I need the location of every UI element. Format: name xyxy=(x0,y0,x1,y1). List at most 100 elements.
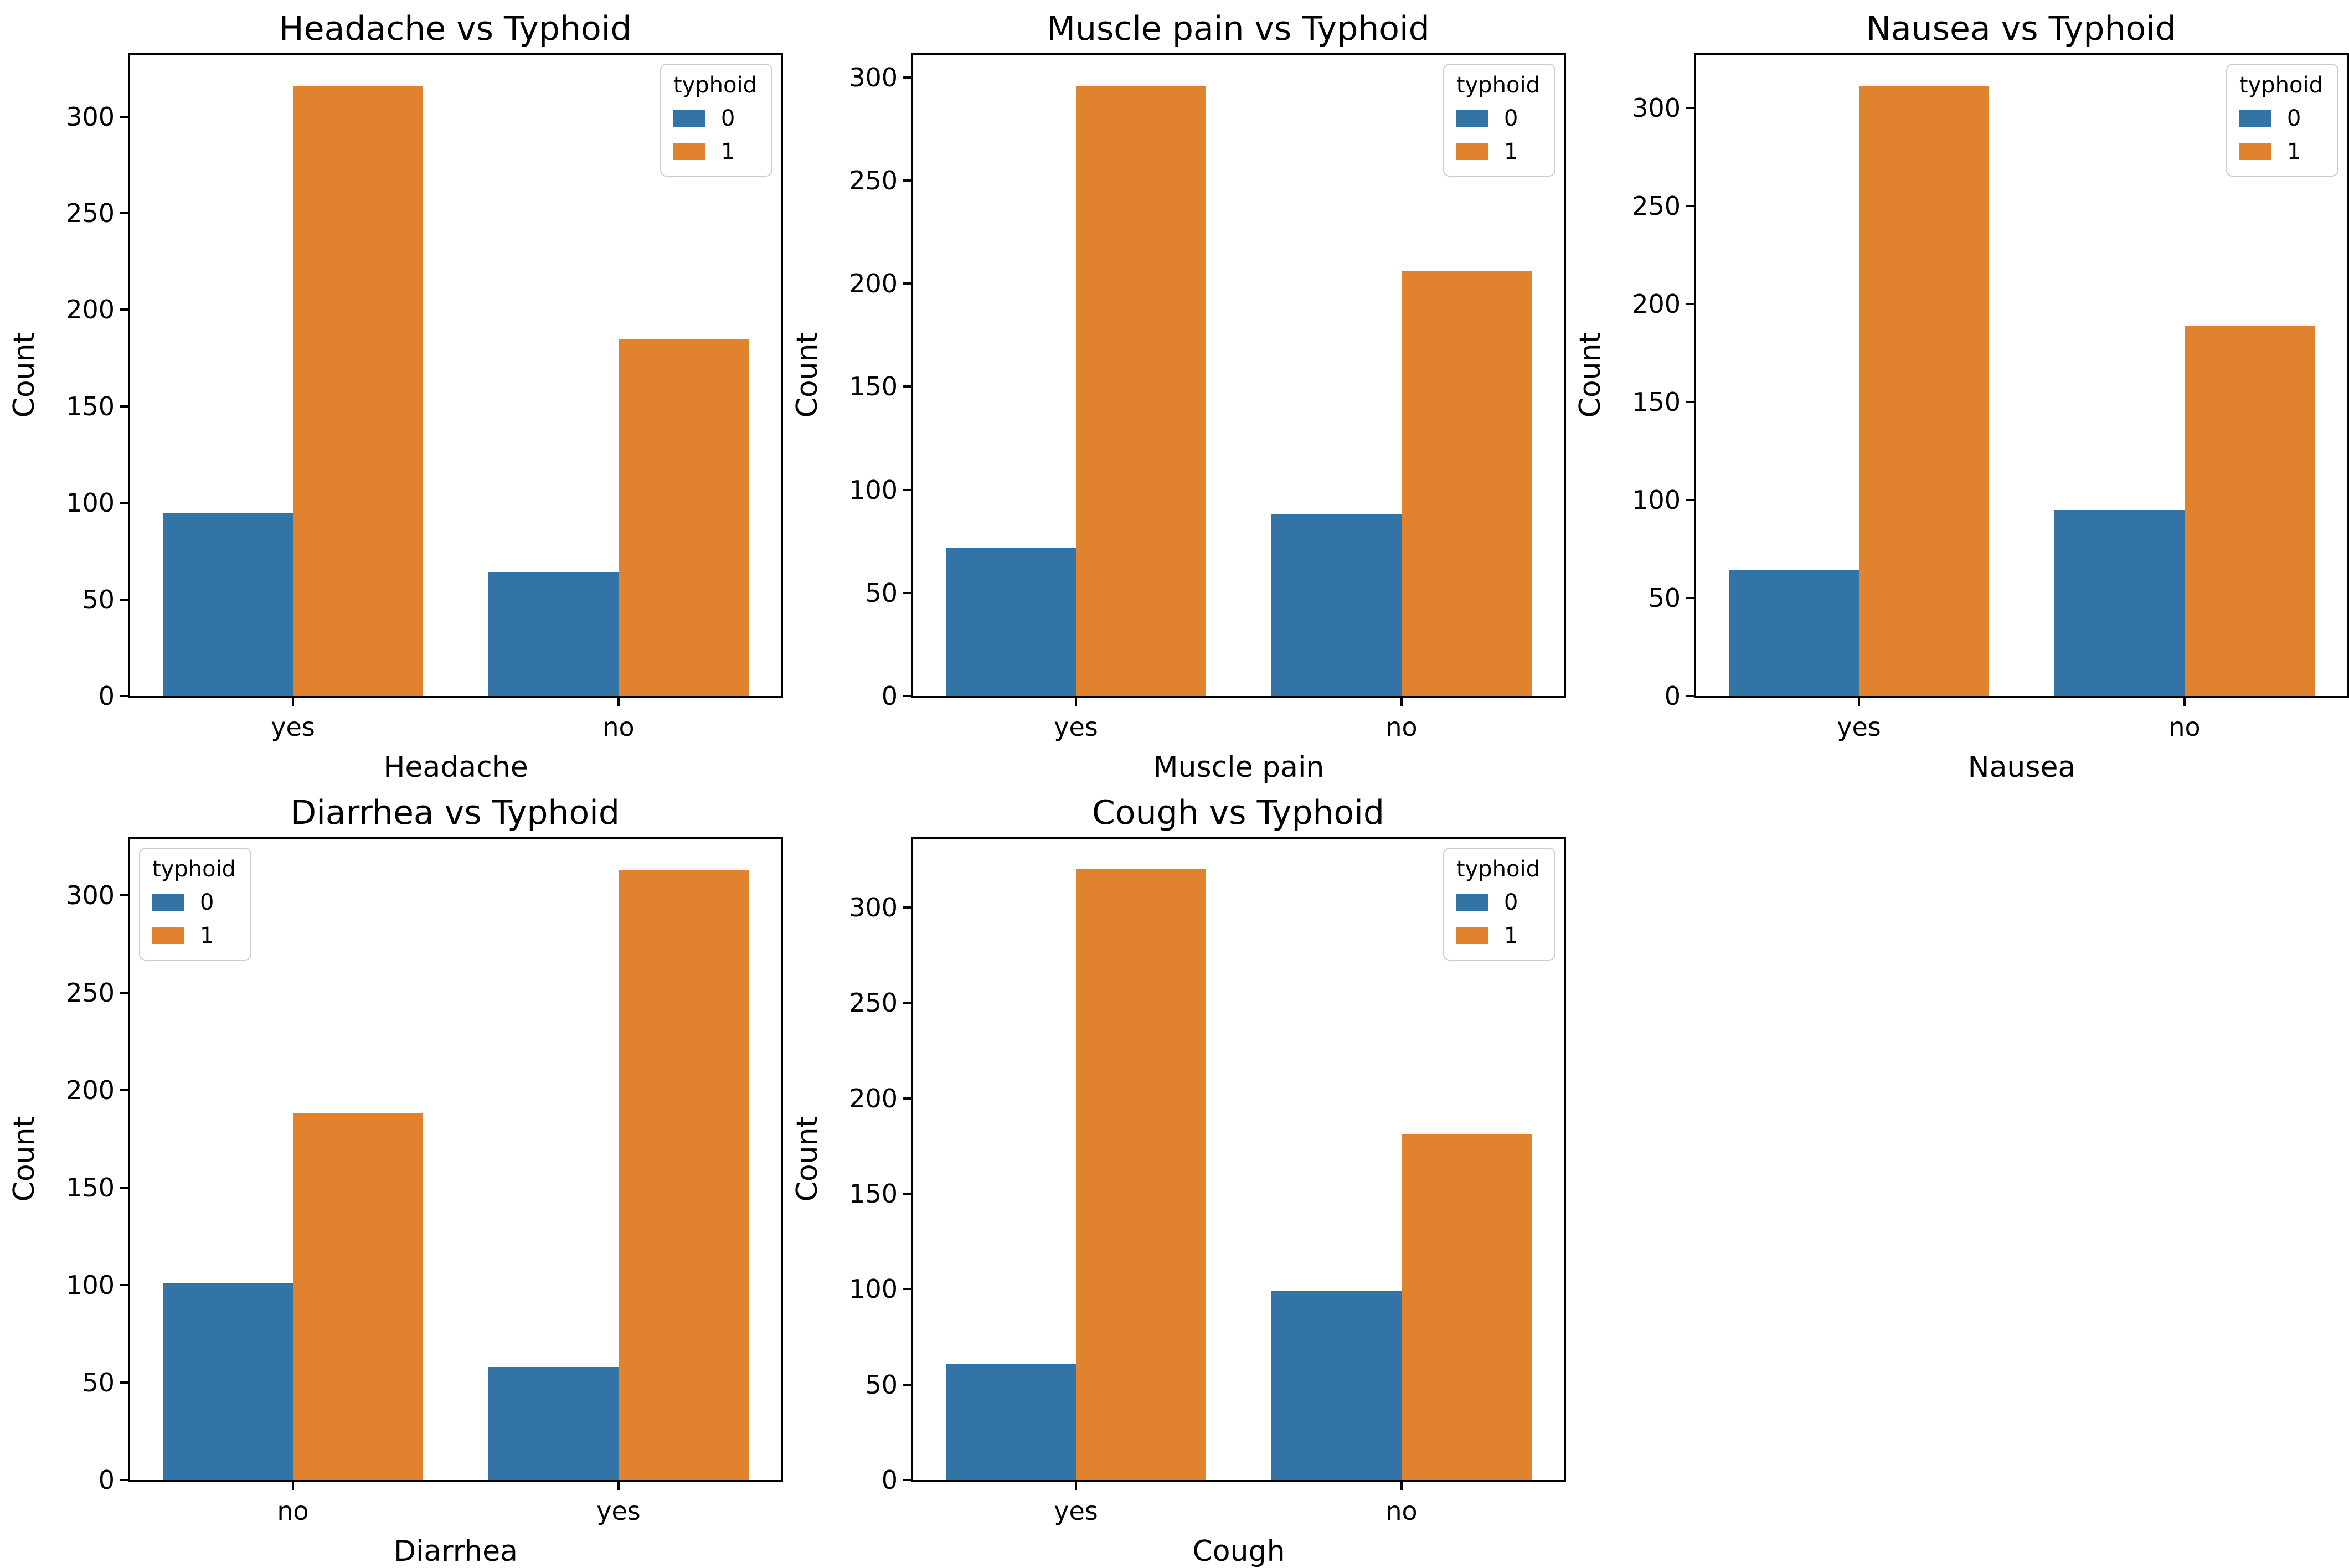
x-tick-label: yes xyxy=(1054,712,1098,742)
chart-title: Muscle pain vs Typhoid xyxy=(1047,9,1430,48)
y-tick-label: 150 xyxy=(66,391,115,421)
bar-no-typhoid-1 xyxy=(293,1113,424,1480)
y-tick-mark xyxy=(120,695,128,697)
y-tick-label: 300 xyxy=(1632,92,1681,123)
plot-area: typhoid 0 1 Cough 0 50 100 150 200 250 300 yes no xyxy=(849,837,1566,1567)
legend: typhoid 0 1 xyxy=(139,848,252,961)
legend-label: 0 xyxy=(200,890,214,915)
y-tick-mark xyxy=(120,894,128,897)
x-tick-label: no xyxy=(602,712,635,742)
y-tick-mark xyxy=(120,1187,128,1189)
x-tick-mark xyxy=(292,1482,294,1490)
y-tick-mark xyxy=(903,906,911,909)
y-tick-label: 250 xyxy=(66,198,115,228)
x-tick-mark xyxy=(617,698,620,706)
legend-label: 1 xyxy=(1503,923,1518,948)
chart-title: Headache vs Typhoid xyxy=(279,9,632,48)
bar-no-typhoid-1 xyxy=(1402,271,1532,696)
legend-swatch xyxy=(673,143,705,160)
bar-no-typhoid-0 xyxy=(488,572,619,696)
x-tick-mark xyxy=(2183,698,2186,706)
y-tick-mark xyxy=(903,695,911,697)
y-tick-label: 0 xyxy=(98,1465,115,1495)
legend-swatch xyxy=(152,894,184,911)
chart-title: Cough vs Typhoid xyxy=(1091,793,1385,832)
y-tick-label: 50 xyxy=(865,1369,898,1400)
legend-title: typhoid xyxy=(1456,857,1540,882)
legend-label: 0 xyxy=(1503,106,1518,131)
bar-no-typhoid-1 xyxy=(1402,1134,1532,1480)
legend-label: 1 xyxy=(200,923,214,948)
legend-title: typhoid xyxy=(1456,73,1540,98)
legend-entry: 0 xyxy=(1456,106,1540,131)
y-tick-label: 0 xyxy=(881,1465,898,1495)
y-tick-label: 100 xyxy=(1632,484,1681,515)
legend-label: 1 xyxy=(2286,139,2301,164)
y-tick-label: 250 xyxy=(849,166,898,196)
y-tick-label: 0 xyxy=(881,681,898,711)
y-tick-label: 250 xyxy=(66,978,115,1008)
y-tick-mark xyxy=(903,1288,911,1291)
bar-no-typhoid-0 xyxy=(162,1283,293,1480)
x-tick-mark xyxy=(1075,1482,1077,1490)
y-tick-mark xyxy=(120,1089,128,1092)
y-tick-mark xyxy=(1686,204,1694,207)
legend-entry: 1 xyxy=(1456,923,1540,948)
legend-label: 1 xyxy=(720,139,735,164)
legend-entry: 1 xyxy=(152,923,236,948)
y-tick-label: 0 xyxy=(1664,681,1681,711)
y-tick-mark xyxy=(120,992,128,994)
y-tick-mark xyxy=(1686,596,1694,599)
y-tick-mark xyxy=(120,598,128,601)
bar-yes-typhoid-1 xyxy=(1076,85,1207,696)
legend-entry: 1 xyxy=(1456,139,1540,164)
y-tick-mark xyxy=(903,591,911,594)
legend: typhoid 0 1 xyxy=(1443,848,1555,961)
legend-entry: 0 xyxy=(673,106,757,131)
y-tick-label: 300 xyxy=(849,893,898,923)
y-tick-label: 150 xyxy=(849,372,898,402)
y-tick-mark xyxy=(120,308,128,311)
y-tick-label: 100 xyxy=(849,474,898,505)
y-tick-label: 100 xyxy=(849,1274,898,1304)
legend-swatch xyxy=(673,110,705,127)
y-tick-label: 150 xyxy=(1632,386,1681,417)
y-tick-mark xyxy=(120,502,128,504)
y-tick-mark xyxy=(903,1479,911,1481)
plot-area: typhoid 0 1 Nausea 0 50 100 150 200 250 300 yes n… xyxy=(1632,53,2349,783)
legend-entry: 1 xyxy=(673,139,757,164)
legend-swatch xyxy=(1456,110,1488,127)
x-tick-mark xyxy=(1400,1482,1403,1490)
y-tick-mark xyxy=(903,1383,911,1386)
legend: typhoid 0 1 xyxy=(2226,64,2338,177)
bar-no-typhoid-0 xyxy=(1271,514,1402,696)
y-tick-mark xyxy=(120,1284,128,1287)
y-tick-mark xyxy=(903,1193,911,1195)
y-tick-label: 250 xyxy=(849,988,898,1018)
y-tick-mark xyxy=(1686,302,1694,305)
bar-no-typhoid-0 xyxy=(2054,509,2185,696)
x-axis-label: Muscle pain xyxy=(1153,751,1325,784)
y-tick-mark xyxy=(903,1097,911,1100)
legend-title: typhoid xyxy=(673,73,757,98)
y-tick-label: 100 xyxy=(66,488,115,518)
x-tick-label: yes xyxy=(596,1496,641,1526)
x-tick-label: yes xyxy=(271,712,315,742)
legend-title: typhoid xyxy=(152,857,236,882)
y-tick-label: 300 xyxy=(66,101,115,132)
y-tick-label: 50 xyxy=(1648,582,1681,613)
x-tick-mark xyxy=(617,1482,620,1490)
y-tick-mark xyxy=(120,212,128,214)
x-tick-label: no xyxy=(1385,712,1418,742)
y-tick-label: 200 xyxy=(849,269,898,299)
legend-entry: 1 xyxy=(2239,139,2323,164)
bar-yes-typhoid-0 xyxy=(945,547,1076,696)
x-tick-mark xyxy=(1400,698,1403,706)
y-tick-label: 50 xyxy=(82,1368,115,1397)
y-tick-label: 200 xyxy=(1632,288,1681,319)
x-tick-label: yes xyxy=(1837,712,1881,742)
bar-yes-typhoid-0 xyxy=(162,512,293,696)
